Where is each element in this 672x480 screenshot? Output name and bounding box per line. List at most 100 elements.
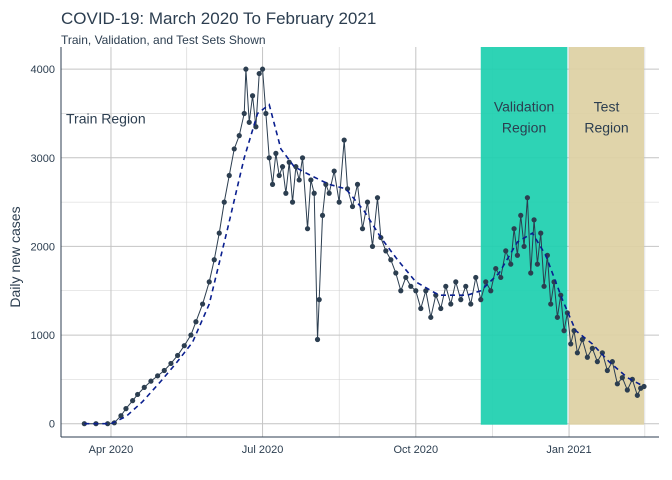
series-actual-point <box>304 226 311 232</box>
series-actual-point <box>438 305 444 312</box>
series-actual-point <box>349 203 356 210</box>
series-actual-point <box>308 177 314 183</box>
y-tick-label: 4000 <box>31 64 55 76</box>
series-actual-point <box>521 243 527 250</box>
series-actual-point <box>408 283 414 289</box>
x-tick-label: Apr 2020 <box>89 444 134 456</box>
series-actual-point <box>259 66 266 72</box>
series-actual-point <box>634 392 640 398</box>
series-actual-point <box>538 230 544 236</box>
series-actual-point <box>326 190 332 196</box>
y-tick-label: 2000 <box>31 241 55 253</box>
series-actual-point <box>594 359 600 365</box>
series-actual-point <box>511 226 517 232</box>
series-actual-point <box>374 195 381 201</box>
series-actual-point <box>256 70 262 77</box>
series-actual-point <box>188 332 194 338</box>
series-actual-point <box>493 265 499 272</box>
series-actual-point <box>311 190 317 196</box>
series-actual-point <box>554 314 560 320</box>
series-actual-point <box>211 257 217 263</box>
series-actual-point <box>393 270 399 276</box>
series-actual-point <box>299 155 306 161</box>
series-actual-point <box>388 257 394 263</box>
region-validation-band <box>480 47 568 425</box>
series-actual-point <box>283 190 289 196</box>
series-actual-point <box>364 199 371 205</box>
series-actual-point <box>344 186 351 192</box>
series-actual-point <box>266 155 272 161</box>
series-actual-point <box>624 387 630 393</box>
y-tick-label: 3000 <box>31 153 55 165</box>
axis-layer: 0 1000 2000 3000 4000 Apr 2020 Jul 2020 Oct 202… <box>31 47 659 456</box>
series-actual-point <box>193 319 199 325</box>
series-actual-point <box>273 150 279 156</box>
series-actual-point <box>148 378 154 384</box>
series-actual-point <box>531 217 537 223</box>
series-actual-point <box>488 288 494 294</box>
series-actual-point <box>336 199 342 205</box>
series-actual-point <box>319 212 326 219</box>
series-actual-point <box>483 279 489 285</box>
y-axis-title: Daily new cases <box>7 206 23 307</box>
series-actual-point <box>579 336 585 343</box>
series-actual-point <box>584 354 590 360</box>
series-actual-point <box>199 301 206 307</box>
y-tick-label: 1000 <box>31 330 55 342</box>
series-actual-point <box>403 274 409 281</box>
series-actual-point <box>468 301 474 307</box>
series-actual-point <box>181 343 187 349</box>
chart-title: COVID-19: March 2020 To February 2021 <box>61 9 376 28</box>
series-layer <box>81 66 647 427</box>
series-actual-point <box>528 270 534 276</box>
series-actual-point <box>206 279 212 285</box>
series-actual-point <box>296 177 302 183</box>
series-actual-point <box>568 341 574 347</box>
series-actual-point <box>541 283 547 289</box>
series-actual-point <box>574 350 580 356</box>
series-actual-point <box>286 159 292 165</box>
series-actual-point <box>161 367 167 374</box>
series-actual-point <box>118 413 124 419</box>
series-actual-point <box>463 283 469 289</box>
region-layer <box>480 47 645 425</box>
series-actual-point <box>314 336 321 343</box>
series-actual-point <box>619 375 625 381</box>
series-actual-point <box>418 305 424 312</box>
series-actual-point <box>141 384 147 390</box>
series-actual-point <box>276 172 282 179</box>
series-actual-point <box>216 230 222 236</box>
region-validation-label: Region <box>502 119 546 135</box>
series-actual-point <box>263 110 269 117</box>
series-actual-point <box>279 164 286 170</box>
series-actual-point <box>614 381 620 387</box>
series-actual-point <box>221 199 227 205</box>
region-test-label: Test <box>594 98 620 114</box>
region-test-band <box>569 47 645 425</box>
series-actual-point <box>369 243 376 250</box>
series-actual-point <box>473 274 479 281</box>
series-actual-point <box>155 373 161 379</box>
chart-subtitle: Train, Validation, and Test Sets Shown <box>61 33 266 47</box>
series-actual-point <box>498 274 504 281</box>
series-actual-point <box>518 212 524 219</box>
series-actual-point <box>269 181 276 187</box>
series-actual-point <box>604 367 610 374</box>
series-actual-point <box>508 261 514 267</box>
series-actual-point <box>168 360 174 367</box>
series-actual-point <box>354 181 361 187</box>
series-actual-point <box>428 314 434 320</box>
series-actual-point <box>534 261 541 267</box>
series-actual-point <box>503 248 509 254</box>
series-actual-point <box>130 398 136 404</box>
series-actual-point <box>246 119 252 125</box>
region-train-label: Train Region <box>66 110 146 126</box>
series-fitted-line <box>84 103 645 425</box>
series-actual-point <box>289 199 296 205</box>
series-actual-point <box>123 406 129 412</box>
series-actual-point <box>514 252 521 258</box>
series-actual-point <box>236 133 242 139</box>
series-actual-point <box>548 301 554 307</box>
